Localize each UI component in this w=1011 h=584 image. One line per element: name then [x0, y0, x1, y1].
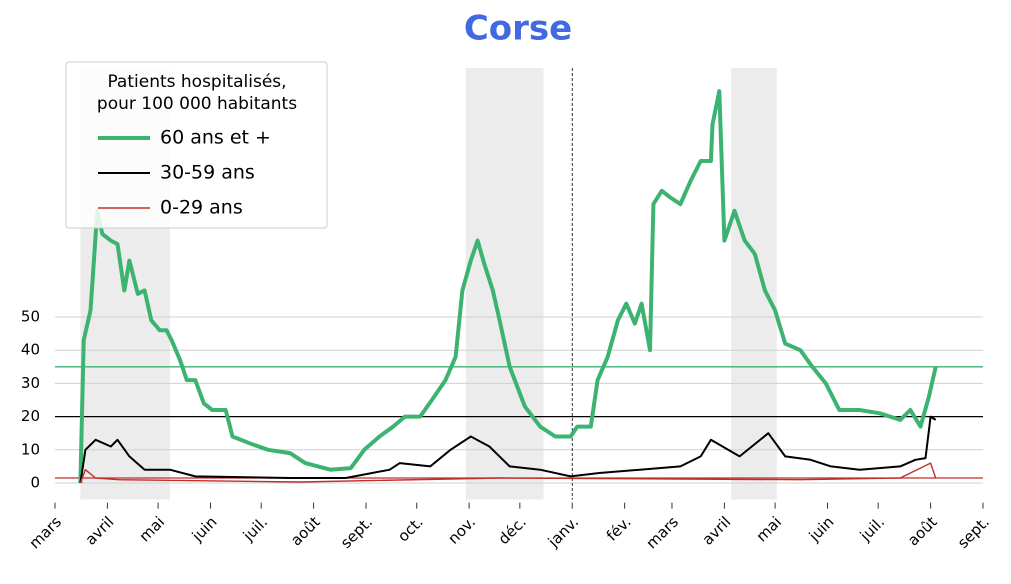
shaded-span — [465, 68, 544, 500]
x-tick-label: juin — [805, 513, 838, 546]
y-tick-label: 20 — [21, 407, 40, 425]
shaded-span — [731, 68, 777, 500]
x-tick-label: juin — [188, 513, 221, 546]
legend-label: 0-29 ans — [160, 197, 243, 219]
y-tick-label: 10 — [21, 440, 40, 458]
x-tick-label: juil. — [239, 513, 271, 545]
x-tick-label: mars — [643, 513, 683, 553]
x-tick-label: nov. — [444, 513, 479, 548]
legend-label: 60 ans et + — [160, 127, 271, 149]
y-tick-label: 30 — [21, 374, 40, 392]
legend-box — [65, 61, 328, 229]
y-tick-label: 50 — [21, 308, 40, 326]
x-tick-label: août — [287, 513, 324, 550]
x-tick-label: août — [904, 513, 941, 550]
chart-title: Corse — [464, 9, 572, 49]
y-tick-label: 40 — [21, 341, 40, 359]
x-tick-label: mai — [136, 513, 169, 546]
x-tick-label: oct. — [394, 513, 427, 546]
x-tick-label: mai — [753, 513, 786, 546]
legend-title: Patients hospitalisés, — [107, 72, 286, 92]
legend: Patients hospitalisés,pour 100 000 habit… — [65, 61, 328, 229]
x-tick-label: sept. — [337, 513, 376, 552]
x-tick-label: janv. — [544, 513, 582, 551]
x-tick-label: mars — [26, 513, 66, 553]
x-tick-label: juil. — [856, 513, 888, 545]
series-line — [79, 462, 937, 484]
x-tick-label: fév. — [603, 513, 635, 545]
y-tick-label: 0 — [30, 474, 40, 492]
legend-title: pour 100 000 habitants — [97, 94, 297, 114]
x-tick-label: sept. — [954, 513, 993, 552]
legend-label: 30-59 ans — [160, 162, 255, 184]
series-line — [79, 415, 937, 484]
x-tick-label: avril — [699, 513, 735, 549]
x-tick-label: déc. — [495, 513, 530, 548]
series-line — [78, 89, 938, 484]
x-tick-label: avril — [82, 513, 118, 549]
